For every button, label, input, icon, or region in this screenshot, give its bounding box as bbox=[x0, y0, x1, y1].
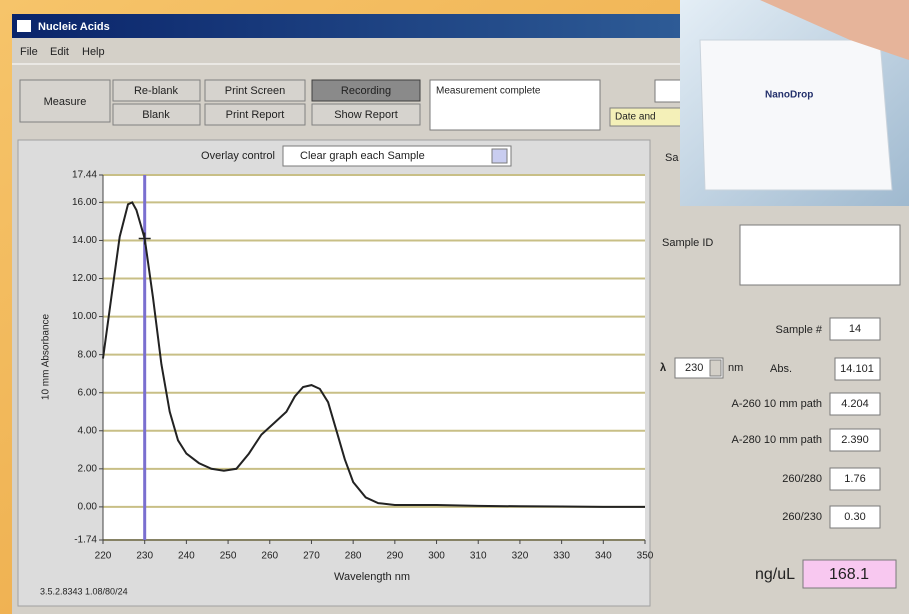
dropdown-arrow[interactable] bbox=[492, 149, 507, 163]
ratio-260-280-label: 260/280 bbox=[782, 473, 822, 485]
measure-label: Measure bbox=[44, 96, 87, 108]
y-tick-label: 4.00 bbox=[78, 425, 98, 436]
version-footer: 3.5.2.8343 1.08/80/24 bbox=[40, 586, 128, 596]
date-button-label: Date and bbox=[615, 112, 656, 123]
y-tick-label: -1.74 bbox=[74, 535, 97, 546]
menu-item[interactable]: Edit bbox=[50, 46, 69, 58]
ratio-260-230-value: 0.30 bbox=[844, 511, 865, 523]
device-body bbox=[700, 40, 892, 190]
product-photo: NanoDrop bbox=[680, 0, 909, 206]
abs-value: 14.101 bbox=[840, 363, 874, 375]
x-tick-label: 300 bbox=[428, 551, 445, 562]
x-tick-label: 340 bbox=[595, 551, 612, 562]
window-icon bbox=[17, 20, 31, 32]
x-tick-label: 250 bbox=[220, 551, 237, 562]
lambda-value: 230 bbox=[685, 362, 703, 374]
y-tick-label: 12.00 bbox=[72, 273, 97, 284]
overlay-label: Overlay control bbox=[201, 150, 275, 162]
x-tick-label: 270 bbox=[303, 551, 320, 562]
x-tick-label: 290 bbox=[387, 551, 404, 562]
screen: Nucleic Acids File Edit Help Measure Re-… bbox=[0, 0, 909, 614]
x-tick-label: 240 bbox=[178, 551, 195, 562]
ratio-260-230-label: 260/230 bbox=[782, 511, 822, 523]
x-tick-label: 260 bbox=[261, 551, 278, 562]
y-tick-label: 8.00 bbox=[78, 349, 98, 360]
a260-label: A-260 10 mm path bbox=[732, 398, 823, 410]
concentration-value: 168.1 bbox=[829, 566, 869, 583]
sample-id-field[interactable] bbox=[740, 225, 900, 285]
x-tick-label: 320 bbox=[512, 551, 529, 562]
sample-id-label: Sample ID bbox=[662, 237, 713, 249]
x-axis-title: Wavelength nm bbox=[334, 571, 410, 583]
button-label: Blank bbox=[142, 109, 170, 121]
y-axis-title: 10 mm Absorbance bbox=[41, 313, 52, 400]
overlay-value: Clear graph each Sample bbox=[300, 150, 425, 162]
button-label: Print Report bbox=[226, 109, 285, 121]
x-tick-label: 350 bbox=[637, 551, 654, 562]
x-tick-label: 230 bbox=[136, 551, 153, 562]
lambda-symbol: λ bbox=[660, 362, 666, 374]
lambda-unit: nm bbox=[728, 362, 743, 374]
window-title: Nucleic Acids bbox=[38, 21, 110, 33]
y-tick-label: 6.00 bbox=[78, 387, 98, 398]
sample-number: 14 bbox=[849, 323, 861, 335]
y-tick-label: 2.00 bbox=[78, 463, 98, 474]
page: { "window": {"title": "Nucleic Acids", "… bbox=[0, 0, 909, 614]
x-tick-label: 220 bbox=[95, 551, 112, 562]
menu-item[interactable]: File bbox=[20, 46, 38, 58]
spinner-buttons[interactable] bbox=[710, 360, 721, 376]
x-tick-label: 280 bbox=[345, 551, 362, 562]
x-tick-label: 330 bbox=[553, 551, 570, 562]
button-label: Re-blank bbox=[134, 85, 179, 97]
ratio-260-280-value: 1.76 bbox=[844, 473, 865, 485]
y-tick-label: 10.00 bbox=[72, 311, 97, 322]
button-label: Print Screen bbox=[225, 85, 286, 97]
a280-value: 2.390 bbox=[841, 434, 869, 446]
abs-label: Abs. bbox=[770, 363, 792, 375]
device-label: NanoDrop bbox=[765, 90, 813, 101]
x-tick-label: 310 bbox=[470, 551, 487, 562]
button-label: Recording bbox=[341, 85, 391, 97]
menu-item[interactable]: Help bbox=[82, 46, 105, 58]
plot-area bbox=[103, 175, 645, 540]
sample-number-label: Sample # bbox=[776, 324, 823, 336]
a260-value: 4.204 bbox=[841, 398, 869, 410]
y-tick-label: 14.00 bbox=[72, 235, 97, 246]
y-tick-label: 16.00 bbox=[72, 197, 97, 208]
y-tick-label: 17.44 bbox=[72, 170, 97, 181]
y-tick-label: 0.00 bbox=[78, 502, 98, 513]
button-label: Show Report bbox=[334, 109, 398, 121]
a280-label: A-280 10 mm path bbox=[732, 434, 823, 446]
sample-type-label: Sa bbox=[665, 152, 679, 164]
status-text: Measurement complete bbox=[436, 86, 541, 97]
concentration-label: ng/uL bbox=[755, 566, 795, 583]
